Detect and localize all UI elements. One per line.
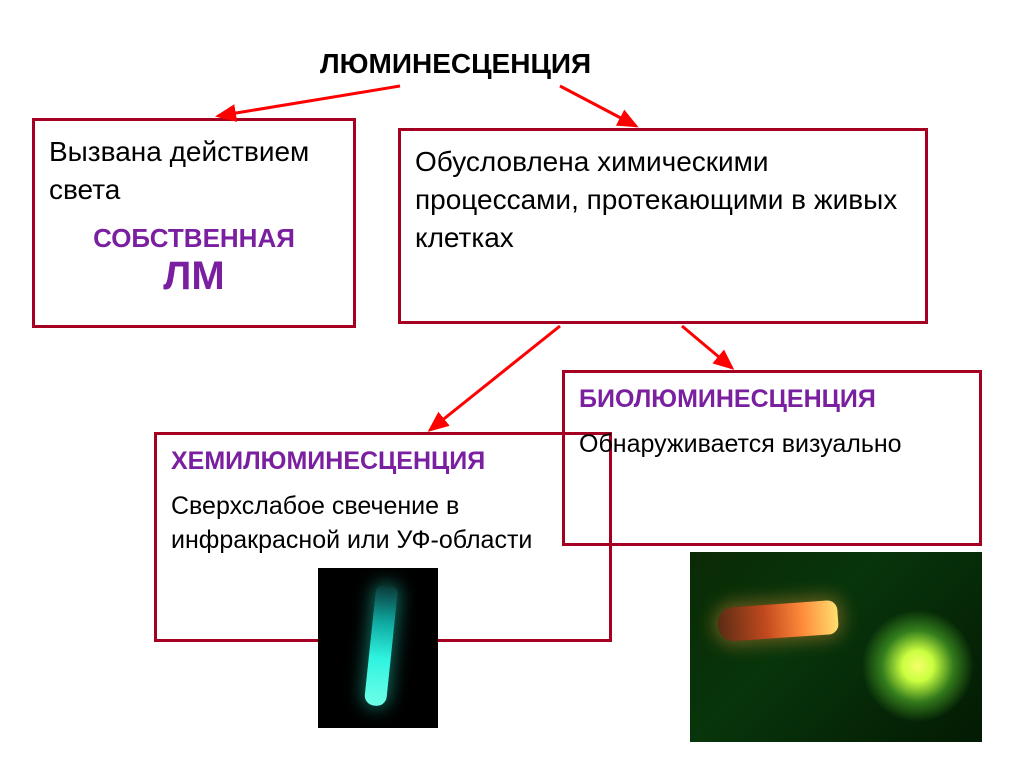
bio-heading: БИОЛЮМИНЕСЦЕНЦИЯ xyxy=(579,385,965,414)
chemiluminescence-vial-image xyxy=(318,568,438,728)
spacer xyxy=(171,476,595,490)
chemi-body: Сверхслабое свечение в инфракрасной или … xyxy=(171,490,595,558)
box-left-sub1: СОБСТВЕННАЯ xyxy=(49,223,339,254)
box-right-text: Обусловлена химическими процессами, прот… xyxy=(415,143,911,256)
box-left-sub2: ЛМ xyxy=(49,254,339,299)
bio-body: Обнаруживается визуально xyxy=(579,428,965,462)
box-light-induced: Вызвана действием света СОБСТВЕННАЯ ЛМ xyxy=(32,118,356,328)
box-left-desc: Вызвана действием света xyxy=(49,133,339,209)
box-bioluminescence: БИОЛЮМИНЕСЦЕНЦИЯ Обнаруживается визуальн… xyxy=(562,370,982,546)
spacer xyxy=(579,414,965,428)
spacer xyxy=(49,209,339,223)
diagram-title: ЛЮМИНЕСЦЕНЦИЯ xyxy=(320,48,591,80)
bioluminescent-glowworm-image xyxy=(690,552,982,742)
box-chemical-processes: Обусловлена химическими процессами, прот… xyxy=(398,128,928,324)
chemi-heading: ХЕМИЛЮМИНЕСЦЕНЦИЯ xyxy=(171,447,595,476)
